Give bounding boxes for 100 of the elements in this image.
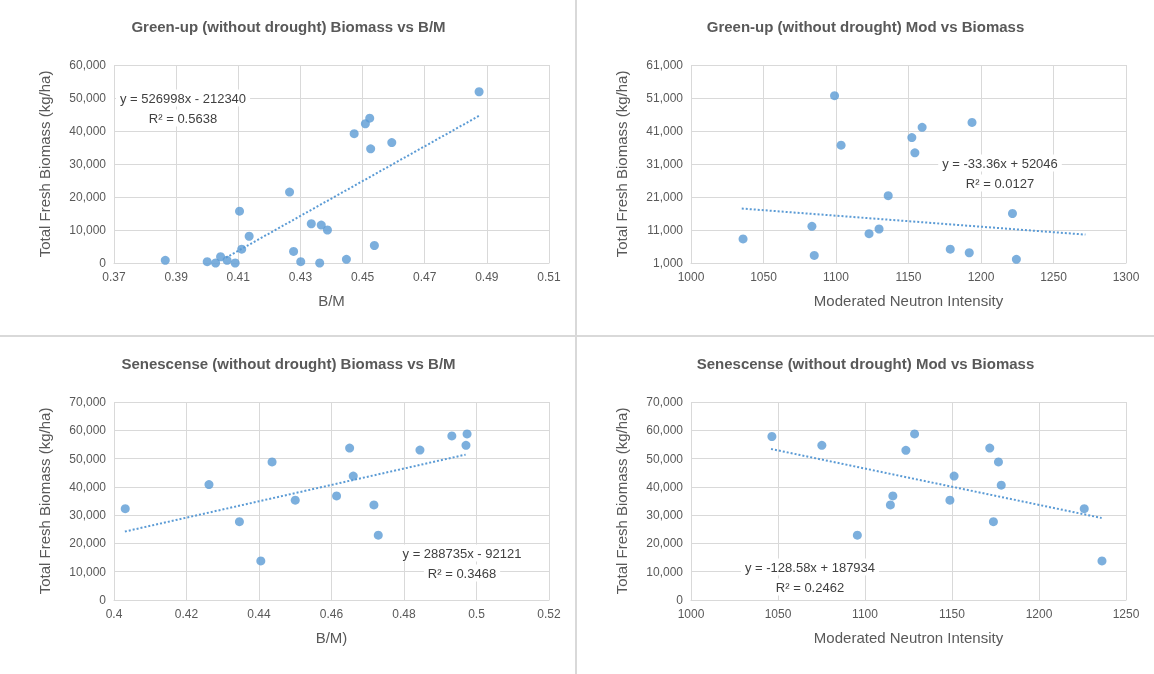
y-tick-label: 60,000 [646, 423, 684, 438]
point [244, 231, 254, 241]
y-tick-label: 20,000 [646, 536, 684, 551]
point [256, 556, 266, 566]
point [836, 140, 846, 150]
point [964, 248, 974, 258]
point [332, 491, 342, 501]
x-tick-label: 0.45 [350, 270, 375, 284]
point [349, 129, 359, 139]
point [830, 91, 840, 101]
y-tick-label: 30,000 [69, 157, 107, 171]
x-tick-label: 0.5 [468, 607, 486, 621]
point [1097, 556, 1107, 566]
y-tick-label: 70,000 [646, 395, 684, 409]
point [222, 255, 232, 265]
point [910, 429, 920, 439]
point [290, 495, 300, 505]
y-tick-label: 60,000 [69, 58, 107, 72]
y-tick-label: 50,000 [646, 451, 684, 466]
annotation: R² = 0.0127 [965, 175, 1035, 191]
chart-title: Green-up (without drought) Biomass vs B/M [131, 18, 446, 35]
y-tick-label: 20,000 [69, 536, 107, 551]
x-axis-title: Moderated Neutron Intensity [813, 629, 1004, 646]
point [967, 117, 977, 127]
x-tick-label: 1150 [939, 607, 966, 621]
x-tick-label: 0.47 [413, 270, 437, 284]
y-axis-title: Total Fresh Biomass (kg/ha) [36, 407, 53, 595]
x-tick-label: 0.48 [392, 607, 416, 621]
point [817, 440, 827, 450]
point [809, 250, 819, 260]
chart-title: Senescense (without drought) Biomass vs B/M [121, 355, 456, 372]
point [907, 133, 917, 143]
x-tick-label: 1150 [895, 270, 922, 284]
point [315, 258, 325, 268]
y-tick-label: 0 [99, 593, 107, 607]
annotation: y = 288735x - 92121 [402, 545, 522, 561]
x-tick-label: 0.39 [164, 270, 189, 284]
y-tick-label: 50,000 [69, 91, 107, 105]
x-tick-label: 1100 [823, 270, 850, 284]
x-axis-title: B/M) [315, 629, 348, 646]
x-axis-title: Moderated Neutron Intensity [813, 292, 1004, 309]
annotation: R² = 0.2462 [775, 579, 845, 595]
point [885, 500, 895, 510]
x-tick-label: 1050 [750, 270, 778, 284]
point [883, 191, 893, 201]
point [1007, 209, 1017, 218]
x-tick-label: 1100 [852, 607, 879, 621]
chart-title: Senescense (without drought) Mod vs Biomass [696, 355, 1035, 372]
point [234, 517, 244, 527]
annotation: R² = 0.5638 [148, 110, 218, 126]
x-tick-label: 0.44 [247, 607, 271, 621]
x-tick-label: 0.52 [537, 607, 561, 621]
point [738, 234, 748, 244]
point [1011, 254, 1021, 264]
point [910, 148, 920, 158]
x-tick-label: 1250 [1112, 607, 1140, 621]
point [267, 457, 277, 467]
x-tick-label: 0.41 [226, 270, 251, 284]
x-tick-label: 1050 [764, 607, 792, 621]
point [874, 224, 884, 234]
y-tick-label: 60,000 [69, 423, 107, 438]
point [306, 219, 316, 229]
point [996, 480, 1006, 490]
x-axis-title: B/M [318, 292, 345, 309]
point [204, 480, 214, 490]
y-tick-label: 10,000 [69, 564, 107, 579]
y-tick-label: 70,000 [69, 395, 107, 409]
x-tick-label: 0.49 [475, 270, 499, 284]
point [864, 229, 874, 239]
point [230, 258, 240, 268]
y-tick-label: 10,000 [646, 564, 684, 579]
point [993, 457, 1003, 467]
point [316, 220, 326, 230]
x-tick-label: 0.42 [174, 607, 199, 621]
y-axis-title: Total Fresh Biomass (kg/ha) [613, 407, 630, 595]
point [373, 530, 383, 540]
point [807, 221, 817, 231]
y-tick-label: 30,000 [69, 508, 107, 523]
point [345, 443, 355, 453]
point [211, 258, 221, 268]
y-axis-title: Total Fresh Biomass (kg/ha) [613, 70, 630, 258]
x-tick-label: 1300 [1112, 270, 1140, 284]
point [462, 429, 472, 439]
point [387, 138, 397, 148]
annotation: y = 526998x - 212340 [119, 90, 247, 106]
point [447, 431, 457, 441]
chart-title: Green-up (without drought) Mod vs Biomass [706, 18, 1025, 35]
y-tick-label: 31,000 [646, 157, 684, 171]
y-tick-label: 21,000 [646, 190, 684, 204]
point [985, 443, 995, 453]
y-tick-label: 41,000 [646, 124, 684, 138]
point [160, 255, 170, 265]
y-tick-label: 0 [99, 256, 107, 270]
point [888, 491, 898, 501]
annotation: R² = 0.3468 [427, 565, 497, 581]
x-tick-label: 0.4 [105, 607, 123, 621]
point [945, 244, 955, 254]
x-tick-label: 1000 [677, 270, 705, 284]
point [1079, 504, 1089, 514]
x-tick-label: 0.46 [319, 607, 344, 621]
